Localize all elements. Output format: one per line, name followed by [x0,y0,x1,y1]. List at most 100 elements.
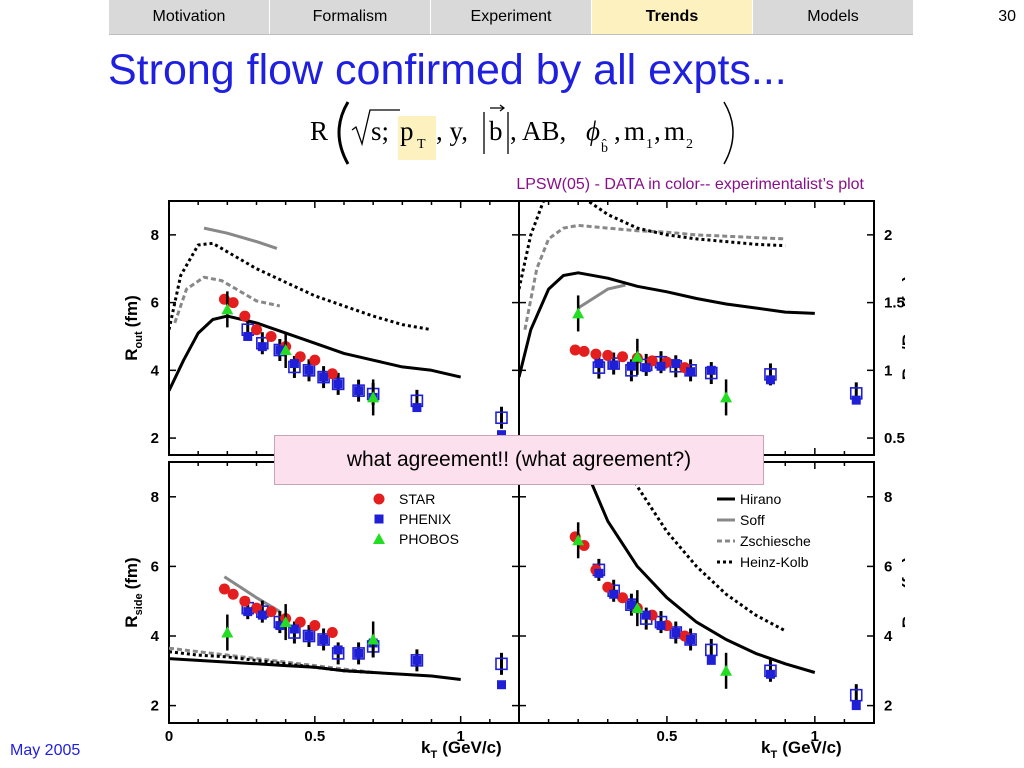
phenix-point [333,645,343,655]
tab-trends[interactable]: Trends [592,0,753,34]
phenix-point [412,403,422,413]
phobos-point [221,626,234,638]
phenix-point [609,360,619,370]
star-point [309,354,321,366]
legend-models: Hirano Soff Zschiesche Heinz-Kolb [717,491,811,570]
phenix-point [275,345,285,355]
legend-phenix-marker [374,514,384,524]
y-tick-label: 1 [884,362,892,379]
x-tick-label: 1 [456,728,464,745]
phenix-open-point [352,384,365,397]
formula-b: b [489,116,503,146]
panel-ratio: 0.5 1 1.5 2 Rout/Rside(fm) [518,200,905,456]
star-point [326,368,338,380]
model-curves [580,462,816,674]
phenix-point [497,680,506,690]
panel-rlong: 2 4 6 8 0.5 1 Rlong(fm) [518,461,905,745]
hbt-radii-chart: 2 4 6 8 Rout (fm) 0.5 1 1.5 2 Rout/Rside(fm) 2 4 6 8 0 0… [122,200,905,761]
phenix-point [609,589,619,599]
tab-motivation[interactable]: Motivation [109,0,270,34]
formula-highlight [398,116,436,160]
y-tick-label: 0.5 [884,430,905,447]
star-point [265,606,277,618]
data-points [569,522,863,711]
formula: R s; p T , y, b , AB, ϕ b̂ , m 1 , m 2 [310,101,734,165]
phenix-point [656,621,666,631]
tab-models[interactable]: Models [807,8,859,25]
phobos-point [367,633,380,645]
tab-experiment[interactable]: Experiment [431,0,592,34]
formula-m1: m [624,116,645,146]
phenix-point [354,386,364,396]
y-axis-label-r: R [899,368,905,380]
phenix-point [656,361,666,371]
formula-open-paren [337,101,350,165]
phenix-point [765,375,775,385]
agreement-callout: what agreement!! (what agreement?) [274,435,764,485]
curve-heinz-kolb [623,462,787,633]
y-axis-label: Rlong(fm) [899,557,905,629]
phobos-point [572,307,585,319]
y-tick-label: 2 [151,430,159,447]
phenix-point [354,648,364,658]
star-point [239,595,251,607]
star-point [569,344,581,356]
phenix-open-point [352,647,365,660]
formula-m2-sub: 2 [686,137,693,152]
tab-formalism[interactable]: Formalism [270,0,431,34]
formula-m1-sub: 1 [646,137,653,152]
star-point [227,297,239,309]
y-axis-label-unit: (fm) [899,557,905,589]
phenix-point [706,655,716,665]
formula-phi: ϕ [586,116,600,146]
star-point [265,330,277,342]
x-axis-label-sub: T [430,749,437,761]
phenix-point [641,363,651,373]
phenix-point [671,628,681,638]
y-axis-label-unit: (fm) [899,276,905,308]
phobos-point [572,534,585,546]
formula-s: s; [371,116,389,146]
phenix-point [243,607,253,617]
phobos-point [631,602,644,614]
legend-label: PHENIX [399,511,452,527]
curve-zschiesche [169,646,374,674]
formula-r: R [310,116,328,146]
y-tick-label: 6 [151,295,159,312]
star-point [239,310,251,322]
phenix-point [412,655,422,665]
phenix-point [304,365,314,375]
legend-label: Hirano [740,491,781,507]
x-tick-label: 0.5 [304,728,325,745]
legend-label: Zschiesche [740,533,811,549]
y-axis-label-unit: (fm) [122,295,141,327]
formula-ab: , AB, [510,116,566,146]
y-axis-label-r: R [899,616,905,628]
legend-phobos-marker [373,533,385,544]
plot-caption: LPSW(05) - DATA in color-- experimentali… [516,176,864,193]
phenix-point [243,331,253,341]
formula-sqrt [351,109,400,147]
y-axis-label: Rside (fm) [122,557,145,627]
curve-heinz-kolb [169,241,432,332]
y-axis-label-r: R [122,615,141,627]
y-tick-label: 8 [151,227,159,244]
star-point [590,348,602,360]
formula-comma: , [614,116,621,146]
formula-p-sub: T [417,137,426,152]
footer-date: May 2005 [10,742,81,759]
star-point [326,627,338,639]
x-axis-label-sub: T [770,749,777,761]
phenix-point [257,610,267,620]
phobos-point [367,391,380,403]
phenix-point [851,701,861,711]
phenix-point [594,568,604,578]
phenix-point [594,359,604,369]
y-axis-label-r: R [122,348,141,360]
star-point [617,592,629,604]
y-tick-label: 4 [151,628,160,645]
phobos-point [279,344,292,356]
formula-p: p [400,116,414,146]
phenix-point [686,634,696,644]
panel-frame [518,461,875,724]
